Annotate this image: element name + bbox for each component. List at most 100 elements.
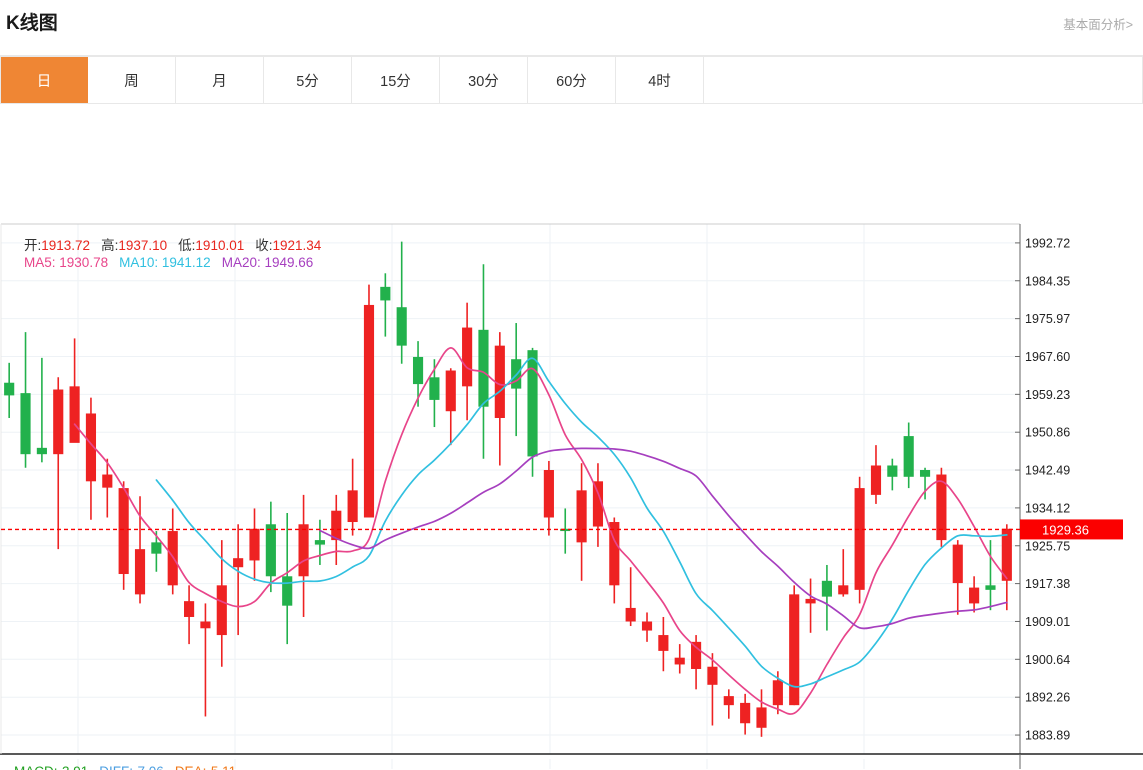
candle[interactable] [233, 524, 244, 636]
candle[interactable] [952, 540, 963, 615]
candle-body [53, 389, 64, 455]
candle[interactable] [969, 576, 980, 613]
candle[interactable] [4, 362, 15, 419]
candle[interactable] [625, 567, 636, 627]
candle[interactable] [478, 264, 489, 459]
candle[interactable] [936, 467, 947, 547]
candle-body [560, 528, 571, 532]
price-tick-label: 1967.60 [1025, 350, 1070, 364]
candle[interactable] [102, 458, 113, 518]
candle-body [707, 666, 718, 685]
candle[interactable] [609, 517, 620, 604]
candle[interactable] [887, 458, 898, 491]
candle-body [184, 601, 195, 617]
candle-body [641, 621, 653, 631]
candle[interactable] [494, 332, 505, 466]
candle[interactable] [216, 540, 227, 667]
candle[interactable] [53, 377, 64, 550]
candle-body [805, 598, 816, 604]
last-price-tag-bg [1020, 519, 1123, 540]
tab-15min[interactable]: 15分 [352, 57, 440, 103]
tab-week[interactable]: 周 [88, 57, 176, 103]
candle[interactable] [363, 284, 375, 518]
candle-body [789, 594, 800, 706]
candle-body [85, 413, 97, 482]
candle[interactable] [265, 501, 276, 593]
candle[interactable] [118, 481, 129, 590]
candle[interactable] [592, 463, 604, 547]
price-tick-label: 1975.97 [1025, 312, 1070, 326]
candle-body [756, 707, 767, 728]
candle[interactable] [380, 273, 391, 337]
candle[interactable] [919, 467, 931, 500]
candle-body [985, 585, 996, 590]
candle-body [854, 488, 865, 590]
ma10-line [155, 357, 1008, 688]
candle[interactable] [723, 689, 734, 719]
candle-body [249, 528, 260, 561]
tab-30min[interactable]: 30分 [440, 57, 528, 103]
candle-body [380, 286, 391, 301]
candle[interactable] [789, 585, 800, 706]
price-tick-label: 1909.01 [1025, 615, 1070, 629]
candle[interactable] [347, 458, 358, 536]
candle[interactable] [298, 494, 309, 617]
candle[interactable] [20, 332, 31, 468]
candle[interactable] [331, 494, 342, 565]
candle[interactable] [805, 578, 816, 633]
macd-panel: 12.993.85-5.29 [1025, 768, 1056, 769]
candle[interactable] [838, 549, 849, 597]
candle[interactable] [543, 460, 554, 536]
candle[interactable] [560, 508, 571, 554]
candle[interactable] [985, 540, 996, 611]
tab-month[interactable]: 月 [176, 57, 264, 103]
candle[interactable] [200, 603, 211, 717]
candle[interactable] [691, 635, 702, 690]
chart-gridlines: 1992.72 1984.35 1975.97 1967.60 1959.23 1950.… [1, 224, 1070, 769]
candle-body [838, 585, 849, 595]
candle[interactable] [184, 585, 195, 645]
candle[interactable] [658, 616, 669, 672]
candle[interactable] [134, 496, 146, 604]
candle[interactable] [412, 341, 424, 407]
candle[interactable] [445, 368, 456, 446]
candle[interactable] [756, 689, 767, 737]
candle-body [772, 680, 783, 706]
candle[interactable] [69, 338, 80, 443]
candle-body [887, 465, 898, 477]
candle[interactable] [282, 512, 293, 645]
candle-body [151, 542, 162, 554]
candle[interactable] [396, 241, 407, 364]
candle[interactable] [821, 564, 832, 631]
ma20-line [319, 447, 1008, 630]
candle[interactable] [314, 519, 325, 565]
candle-body [314, 540, 325, 545]
fundamental-analysis-link[interactable]: 基本面分析> [1063, 18, 1133, 32]
candle[interactable] [674, 644, 685, 674]
macd-tick-label: 12.99 [1025, 768, 1056, 769]
candle[interactable] [576, 463, 587, 581]
candle[interactable] [36, 357, 47, 463]
ma5-line [73, 347, 1008, 715]
candle[interactable] [641, 612, 653, 642]
candle-body [543, 470, 554, 518]
candle[interactable] [707, 653, 718, 726]
candle-body [903, 436, 914, 477]
kline-chart-svg[interactable]: 1992.72 1984.35 1975.97 1967.60 1959.23 1950.… [0, 104, 1143, 769]
candle-body [118, 488, 129, 575]
candle[interactable] [1001, 524, 1012, 611]
candle[interactable] [740, 693, 751, 735]
candle[interactable] [903, 422, 914, 489]
candle[interactable] [85, 397, 97, 520]
tab-5min[interactable]: 5分 [264, 57, 352, 103]
chart-container[interactable]: 1992.72 1984.35 1975.97 1967.60 1959.23 1950.… [0, 104, 1143, 770]
candle[interactable] [462, 302, 473, 421]
tab-4hour[interactable]: 4时 [616, 57, 704, 103]
tab-60min[interactable]: 60分 [528, 57, 616, 103]
candle[interactable] [870, 445, 882, 504]
candle[interactable] [854, 476, 865, 604]
candle[interactable] [249, 508, 260, 581]
tab-day[interactable]: 日 [0, 57, 88, 103]
candle[interactable] [151, 531, 162, 572]
price-tick-label: 1883.89 [1025, 729, 1070, 743]
